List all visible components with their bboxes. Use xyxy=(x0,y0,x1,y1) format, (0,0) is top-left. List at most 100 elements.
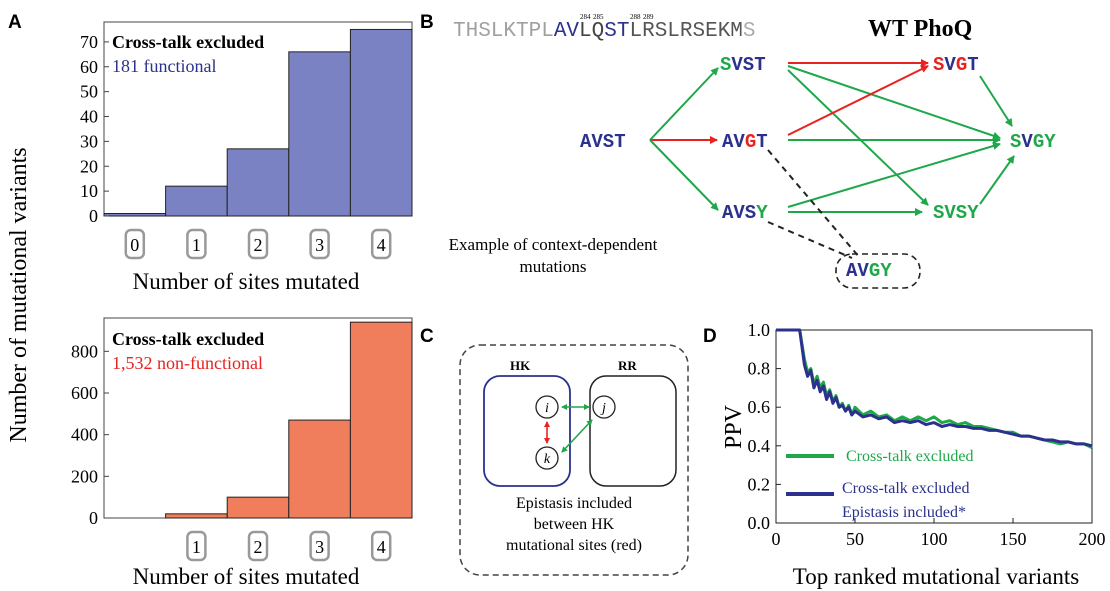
site-i-circle xyxy=(535,395,559,419)
top-category-box-2 xyxy=(247,228,269,260)
ppv-y-axis-label: PPV xyxy=(721,404,747,449)
top-category-box-0 xyxy=(124,228,146,260)
edge-avst-svst xyxy=(649,67,719,141)
top-category-label-4: 4 xyxy=(377,235,386,255)
legend-label-blue: Cross-talk excluded Epistasis included* xyxy=(842,480,974,521)
top-ytick-label-10: 10 xyxy=(80,181,98,201)
node-svsy: SVSY xyxy=(933,202,979,224)
top-title: Cross-talk excluded xyxy=(112,32,264,52)
top-ytick-label-0: 0 xyxy=(89,206,98,226)
bottom-histogram: 0 200 400 600 800 1 2 3 4 Cross-talk excluded 1… xyxy=(71,317,413,589)
ppv-ytick-label-0.0: 0.0 xyxy=(748,513,771,533)
bottom-subtitle: 1,532 non-functional xyxy=(112,353,263,373)
top-bar-3 xyxy=(288,51,351,217)
top-category-box-4 xyxy=(370,228,392,260)
bottom-category-box-4 xyxy=(370,530,392,562)
top-category-label-1: 1 xyxy=(192,235,201,255)
bottom-title: Cross-talk excluded xyxy=(112,329,264,349)
panel-c-caption-3: mutational sites (red) xyxy=(506,537,642,554)
node-svgt: SVGT xyxy=(933,54,979,76)
top-bar-2 xyxy=(226,148,290,217)
top-ytick-label-40: 40 xyxy=(80,107,98,127)
panel-c-outer-frame xyxy=(459,344,689,576)
caption-line-1: Example of context-dependent xyxy=(449,235,658,254)
top-ytick-label-50: 50 xyxy=(80,82,98,102)
rr-label: RR xyxy=(618,358,637,373)
wt-sequence: THSLKTPLAVLQSTLRSLRSEKMS xyxy=(453,20,756,43)
top-x-axis-label: Number of sites mutated xyxy=(133,269,360,294)
panel-label-b: B xyxy=(420,12,434,33)
node-avgy: AVGY xyxy=(846,260,892,282)
ppv-ytick-label-0.2: 0.2 xyxy=(748,474,771,494)
top-subtitle: 181 functional xyxy=(112,56,216,76)
ppv-ytick-label-0.6: 0.6 xyxy=(748,397,771,417)
bottom-category-box-2 xyxy=(247,530,269,562)
site-number-284: 284 xyxy=(580,13,591,21)
bottom-ytick-label-200: 200 xyxy=(71,466,98,486)
top-category-box-3 xyxy=(309,228,330,260)
edge-svsy-svgy xyxy=(979,155,1015,205)
ppv-xtick-label-150: 150 xyxy=(1000,529,1027,549)
site-j-circle xyxy=(592,395,616,419)
site-number-285: 285 xyxy=(593,13,604,21)
node-svst: SVST xyxy=(720,54,766,76)
ppv-line-chart: 0 50 100 150 200 0.0 0.2 0.4 0.6 0.8 1.0 PPV Top r… xyxy=(721,320,1106,589)
panel-c-caption-2: between HK xyxy=(534,516,615,533)
wt-phoq-title: WT PhoQ xyxy=(868,16,972,42)
bottom-category-label-4: 4 xyxy=(377,537,386,557)
site-number-289: 289 xyxy=(643,13,654,21)
edge-svst-svsy xyxy=(787,69,929,206)
ppv-xtick-label-100: 100 xyxy=(921,529,948,549)
top-category-box-1 xyxy=(186,228,207,260)
top-ytick-label-60: 60 xyxy=(80,57,98,77)
shared-y-axis-label: Number of mutational variants xyxy=(6,147,32,442)
top-ytick-label-20: 20 xyxy=(80,156,98,176)
hk-box xyxy=(483,375,571,487)
ppv-xtick-label-50: 50 xyxy=(846,529,864,549)
node-svgy: SVGY xyxy=(1010,131,1056,153)
dashed-edge-avgt-avgy xyxy=(767,149,861,259)
edge-avgt-svgt xyxy=(787,65,929,136)
seq-suffix: LRSLRSEKM xyxy=(629,20,742,43)
top-category-label-0: 0 xyxy=(130,235,139,255)
bottom-category-label-3: 3 xyxy=(315,537,324,557)
bottom-bar-1 xyxy=(165,513,228,519)
node-avst: AVST xyxy=(580,131,626,153)
seq-st: ST xyxy=(604,20,629,43)
top-bar-1 xyxy=(165,185,228,217)
site-k-label: k xyxy=(544,452,551,467)
ppv-ytick-label-0.8: 0.8 xyxy=(748,359,771,379)
seq-mid: LQ xyxy=(579,20,604,43)
edge-svst-svgy xyxy=(787,65,1001,140)
site-k-circle xyxy=(535,446,559,470)
top-category-label-2: 2 xyxy=(254,235,263,255)
edge-avst-avsy xyxy=(649,139,719,211)
caption-line-2: mutations xyxy=(519,257,586,276)
rr-box xyxy=(589,375,677,487)
ppv-series-epistasis-included xyxy=(776,328,1093,448)
coupling-k-j xyxy=(561,419,593,453)
ppv-xtick-label-0: 0 xyxy=(772,529,781,549)
bottom-ytick-label-600: 600 xyxy=(71,383,98,403)
bottom-category-label-2: 2 xyxy=(254,537,263,557)
site-number-288: 288 xyxy=(630,13,641,21)
edge-avsy-svgy xyxy=(787,142,1001,208)
panel-b-network: THSLKTPLAVLQSTLRSLRSEKMS 284 285 288 289… xyxy=(449,13,1056,289)
panel-label-c: C xyxy=(420,326,434,347)
bottom-bar-4 xyxy=(349,321,413,519)
bottom-ytick-label-800: 800 xyxy=(71,341,98,361)
node-avsy: AVSY xyxy=(722,202,768,224)
bottom-x-axis-label: Number of sites mutated xyxy=(133,564,360,589)
bottom-category-box-3 xyxy=(309,530,330,562)
bottom-ytick-label-0: 0 xyxy=(89,508,98,528)
site-i-label: i xyxy=(545,401,549,416)
panel-label-a: A xyxy=(8,12,22,33)
ppv-xtick-label-200: 200 xyxy=(1079,529,1106,549)
top-bar-0 xyxy=(103,213,167,217)
top-ytick-label-30: 30 xyxy=(80,131,98,151)
edge-svgt-svgy xyxy=(979,75,1013,127)
top-ytick-label-70: 70 xyxy=(80,32,98,52)
ppv-ytick-label-1.0: 1.0 xyxy=(748,320,771,340)
bottom-category-box-1 xyxy=(186,530,207,562)
